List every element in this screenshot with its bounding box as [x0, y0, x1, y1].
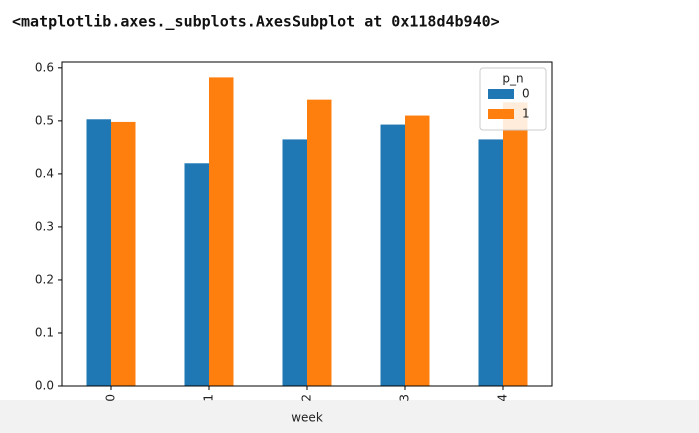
y-tick-label: 0.5 [35, 113, 54, 127]
bar [503, 102, 528, 386]
bar [478, 139, 503, 386]
y-tick-label: 0.3 [35, 219, 54, 233]
y-tick-label: 0.6 [35, 60, 54, 74]
bar [184, 163, 209, 386]
footer-strip [0, 400, 699, 433]
x-tick-label: 1 [202, 394, 216, 402]
legend-label: 1 [522, 107, 530, 121]
y-tick-label: 0.4 [35, 166, 54, 180]
x-tick-label: 3 [398, 394, 412, 402]
bar [111, 121, 136, 386]
x-tick-label: 2 [300, 394, 314, 402]
output-text: <matplotlib.axes._subplots.AxesSubplot a… [12, 13, 500, 31]
y-tick-label: 0.0 [35, 379, 54, 393]
y-tick-label: 0.1 [35, 325, 54, 339]
bar [282, 139, 307, 386]
legend-swatch [488, 109, 514, 119]
legend-title: p_n [502, 72, 523, 86]
bar [307, 99, 332, 387]
legend-swatch [488, 89, 514, 99]
legend-label: 0 [522, 87, 530, 101]
bar [209, 77, 234, 387]
bar [380, 124, 405, 387]
x-axis-label: week [291, 411, 323, 425]
x-tick-label: 0 [104, 394, 118, 402]
bar [405, 115, 430, 386]
y-tick-label: 0.2 [35, 272, 54, 286]
bar [86, 119, 111, 386]
axes-frame [61, 61, 553, 387]
x-tick-label: 4 [496, 394, 510, 402]
